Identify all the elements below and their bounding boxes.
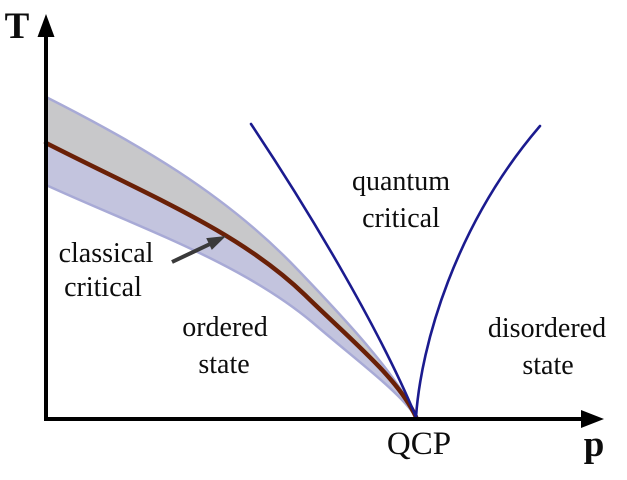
phase-transition-curve	[43, 140, 419, 420]
x-axis-label: p	[584, 424, 605, 465]
quantum-fan-left-boundary	[249, 122, 418, 419]
classical-critical-arrow-shaft	[171, 242, 211, 264]
classical-band-bottom-edge	[44, 183, 418, 419]
quantum-fan-right-boundary	[414, 124, 542, 419]
x-axis-arrowhead	[581, 410, 604, 428]
disordered-state-label-line1: disordered	[488, 313, 606, 344]
ordered-state-label-line2: state	[198, 349, 249, 380]
classical-critical-arrowhead-icon	[206, 236, 226, 250]
y-axis-label: T	[5, 6, 30, 47]
ordered-state-label-line1: ordered	[182, 312, 268, 343]
y-axis-arrowhead	[37, 14, 55, 37]
quantum-critical-label-line1: quantum	[352, 166, 450, 197]
classical-critical-label-line2: critical	[64, 272, 142, 303]
quantum-critical-label-line2: critical	[362, 203, 440, 234]
classical-band-top-edge	[44, 95, 418, 419]
qcp-label: QCP	[387, 426, 451, 462]
classical-critical-label-line1: classical	[59, 238, 154, 269]
classical-band-lower-region	[46, 143, 416, 417]
classical-band-upper-region	[46, 97, 416, 417]
disordered-state-label-line2: state	[522, 350, 573, 381]
